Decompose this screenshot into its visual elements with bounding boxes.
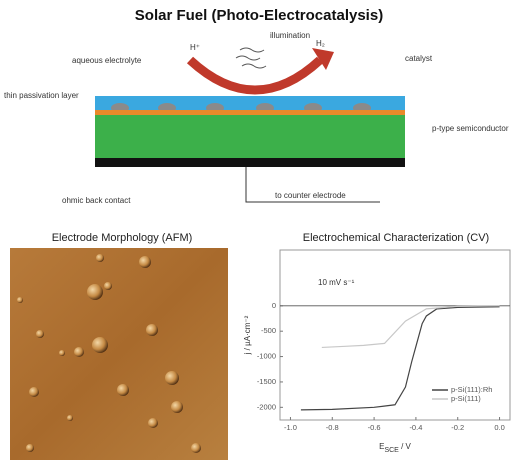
label: thin passivation layer (4, 91, 79, 100)
y-tick-label: -1000 (257, 352, 276, 361)
label: aqueous electrolyte (72, 56, 142, 65)
legend-label: p-Si(111) (451, 394, 481, 403)
x-tick-label: 0.0 (494, 423, 504, 432)
y-axis-label: j / µA·cm⁻² (243, 315, 252, 355)
x-tick-label: -1.0 (284, 423, 297, 432)
x-label-sub: SCE (384, 447, 399, 454)
legend-label: p-Si(111):Rh (451, 385, 492, 394)
x-tick-label: -0.8 (326, 423, 339, 432)
annotation: 10 mV s⁻¹ (318, 278, 355, 287)
label: H⁺ (190, 43, 200, 52)
y-tick-label: -1500 (257, 377, 276, 386)
label: catalyst (405, 54, 433, 63)
label: illumination (270, 31, 310, 40)
diagram: illumination H⁺ H₂ aqueous electrolyte c… (4, 31, 509, 205)
x-axis-label: ESCE / V (379, 442, 411, 454)
y-tick-label: -2000 (257, 402, 276, 411)
y-tick-label: -500 (261, 326, 276, 335)
afm-title: Electrode Morphology (AFM) (52, 232, 193, 244)
label: ohmic back contact (62, 196, 131, 205)
figure: Solar Fuel (Photo-Electrocatalysis) illu… (0, 0, 518, 460)
x-tick-label: -0.2 (451, 423, 464, 432)
semiconductor-layer (95, 115, 405, 158)
x-label-rest: / V (399, 442, 412, 451)
y-tick-label: 0 (272, 301, 276, 310)
label: H₂ (316, 39, 325, 48)
figure-title: Solar Fuel (Photo-Electrocatalysis) (135, 7, 383, 24)
reaction-arrow (190, 60, 320, 90)
label: to counter electrode (275, 191, 346, 200)
afm-image (10, 248, 228, 460)
back-contact-layer (95, 158, 405, 167)
label: p-type semiconductor (432, 124, 509, 133)
cv-line (322, 306, 500, 348)
cv-title: Electrochemical Characterization (CV) (303, 232, 489, 244)
light-waves (236, 48, 266, 68)
passivation-layer (95, 110, 405, 115)
x-tick-label: -0.6 (368, 423, 381, 432)
x-tick-label: -0.4 (409, 423, 422, 432)
